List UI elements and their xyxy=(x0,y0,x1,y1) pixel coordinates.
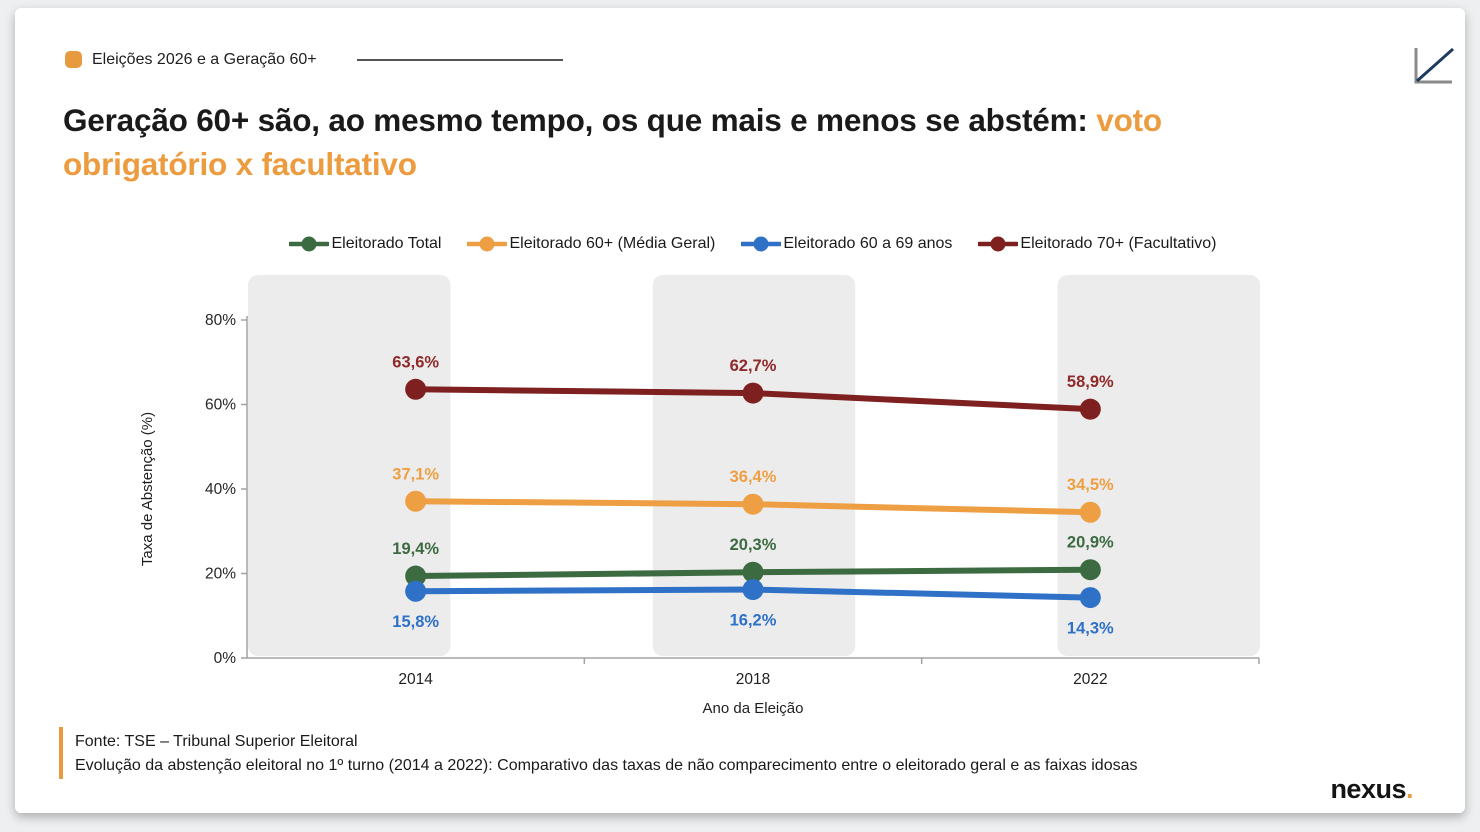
chart-legend: Eleitorado Total Eleitorado 60+ (Média Ge… xyxy=(247,230,1259,258)
legend-marker-icon xyxy=(741,236,782,252)
data-label: 34,5% xyxy=(1067,476,1114,494)
data-point xyxy=(405,490,427,512)
data-label: 36,4% xyxy=(730,468,777,486)
legend-item: Eleitorado Total xyxy=(289,235,441,253)
nexus-logo-text: nexus xyxy=(1330,774,1406,804)
data-label: 20,9% xyxy=(1067,534,1114,552)
source-note: Fonte: TSE – Tribunal Superior Eleitoral… xyxy=(75,730,1138,778)
data-point xyxy=(405,565,427,587)
data-label: 15,8% xyxy=(392,613,439,631)
x-axis-title: Ano da Eleição xyxy=(703,700,804,717)
data-label: 20,3% xyxy=(730,536,777,554)
deck-title: Eleições 2026 e a Geração 60+ xyxy=(92,51,317,68)
legend-label: Eleitorado 60 a 69 anos xyxy=(783,235,953,252)
slide-title-black: Geração 60+ são, ao mesmo tempo, os que … xyxy=(63,102,1088,138)
source-line: Fonte: TSE – Tribunal Superior Eleitoral xyxy=(75,733,358,750)
slide-title-highlight-1: voto xyxy=(1096,102,1162,138)
data-point xyxy=(1079,559,1101,581)
data-point xyxy=(742,579,764,601)
y-axis-title: Taxa de Abstenção (%) xyxy=(139,412,156,566)
y-tick-label: 80% xyxy=(205,312,236,329)
data-point xyxy=(742,382,764,404)
legend-label: Eleitorado 60+ (Média Geral) xyxy=(509,235,716,252)
plot-band xyxy=(248,275,451,656)
plot-band xyxy=(652,275,856,656)
data-label: 19,4% xyxy=(392,540,439,558)
data-label: 58,9% xyxy=(1067,373,1114,391)
nexus-logo-dot: . xyxy=(1405,774,1414,804)
nexus-logo: nexus. xyxy=(1330,774,1413,805)
data-point xyxy=(405,580,427,602)
legend-marker-icon xyxy=(467,236,508,252)
header-divider-line xyxy=(357,59,563,61)
x-category-label: 2018 xyxy=(736,671,770,688)
data-point xyxy=(1079,398,1101,420)
legend-item: Eleitorado 60+ (Média Geral) xyxy=(467,235,715,253)
data-label: 14,3% xyxy=(1067,620,1114,638)
x-category-label: 2014 xyxy=(398,671,433,688)
slide-card: Eleições 2026 e a Geração 60+ Geração 60… xyxy=(15,8,1465,813)
y-tick-label: 0% xyxy=(214,650,237,667)
legend-label: Eleitorado 70+ (Facultativo) xyxy=(1020,235,1217,252)
legend-marker-icon xyxy=(289,236,330,252)
data-point xyxy=(405,378,427,400)
legend-item: Eleitorado 70+ (Facultativo) xyxy=(978,235,1217,253)
data-label: 16,2% xyxy=(730,612,777,630)
legend-label: Eleitorado Total xyxy=(331,235,442,252)
description-line: Evolução da abstenção eleitoral no 1º tu… xyxy=(75,757,1138,774)
abstention-line-chart: 0% 20% 40% 60% 80% 2014 2018 2022 Ano da Eleição… xyxy=(139,275,1260,717)
axis-corner-arrow-icon xyxy=(1414,47,1454,84)
data-point xyxy=(1079,587,1101,609)
data-point xyxy=(1079,501,1101,523)
data-point xyxy=(742,561,764,583)
x-category-label: 2022 xyxy=(1073,671,1107,688)
slide-title: Geração 60+ são, ao mesmo tempo, os que … xyxy=(63,98,1463,186)
y-tick-label: 40% xyxy=(205,481,236,498)
slide-title-highlight-2: obrigatório x facultativo xyxy=(63,146,417,182)
y-tick-label: 20% xyxy=(205,566,236,583)
footer-accent-bar xyxy=(59,727,63,779)
legend-marker-icon xyxy=(978,236,1019,252)
data-label: 62,7% xyxy=(730,357,777,375)
y-tick-label: 60% xyxy=(205,397,236,414)
data-label: 37,1% xyxy=(392,465,439,483)
data-point xyxy=(742,493,764,515)
data-label: 63,6% xyxy=(392,353,439,371)
legend-item: Eleitorado 60 a 69 anos xyxy=(741,235,952,253)
plot-band xyxy=(1057,275,1260,656)
header-accent-square xyxy=(65,51,82,68)
